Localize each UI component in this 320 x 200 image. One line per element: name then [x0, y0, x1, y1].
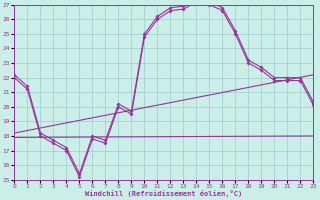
X-axis label: Windchill (Refroidissement éolien,°C): Windchill (Refroidissement éolien,°C)	[85, 190, 243, 197]
